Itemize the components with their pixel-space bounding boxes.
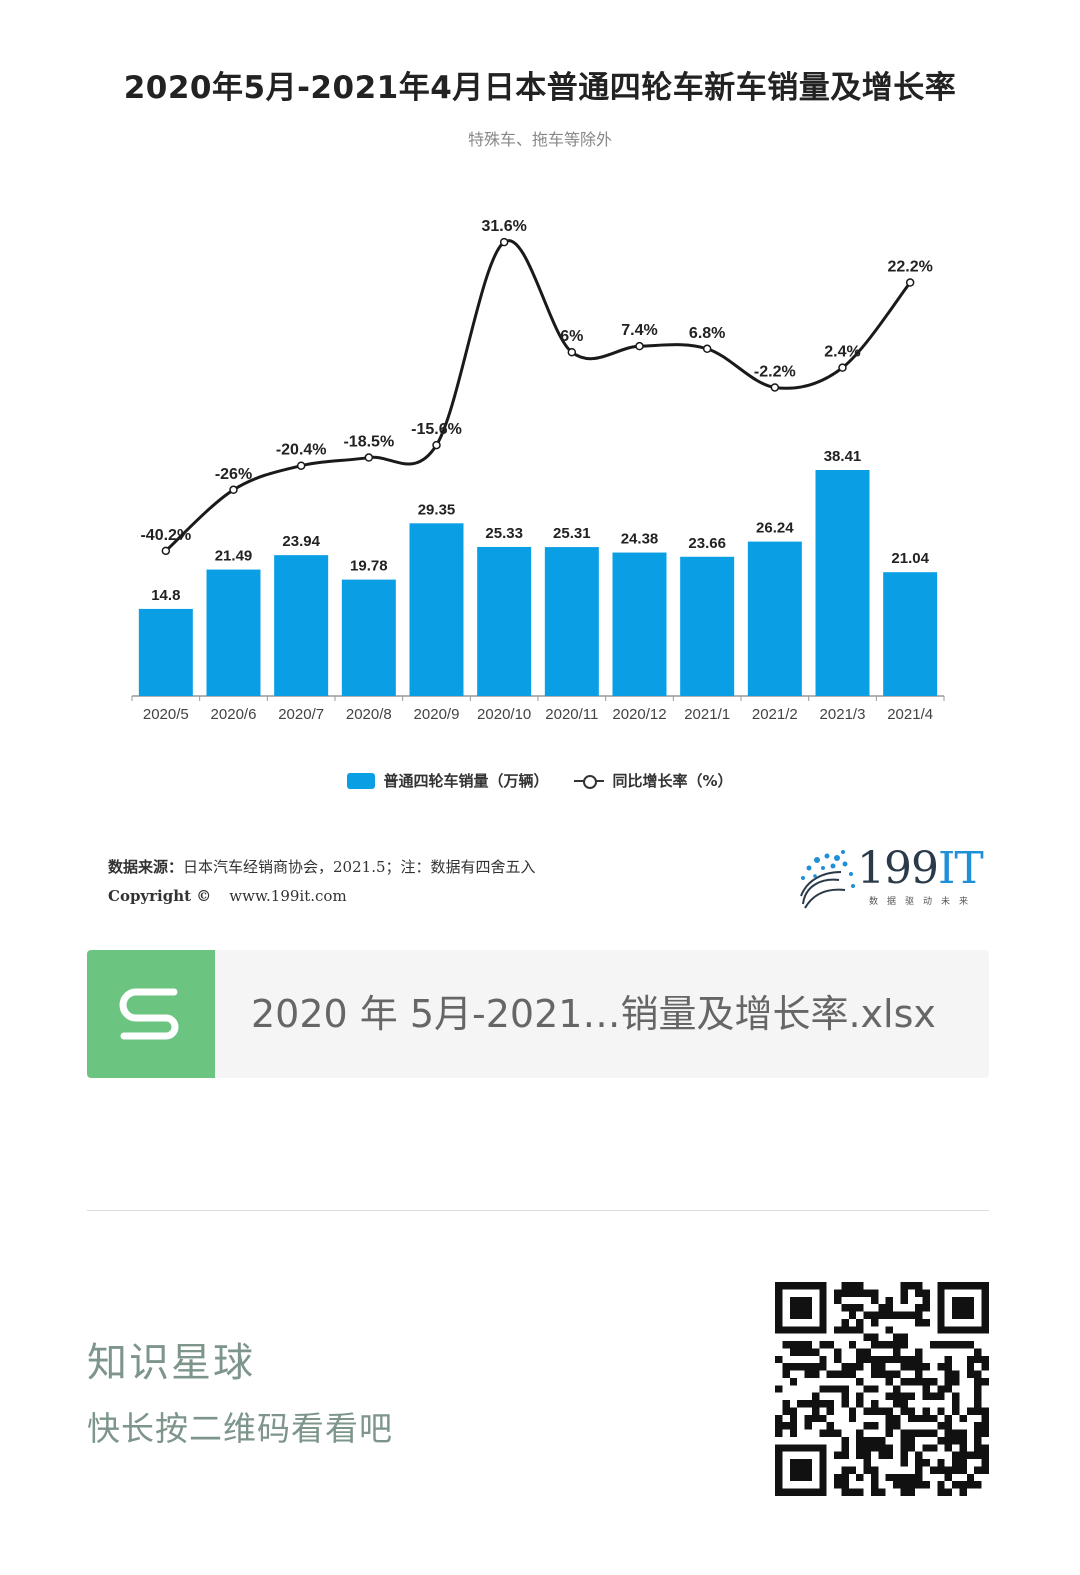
growth-point-2020/10 bbox=[499, 237, 509, 247]
growth-value-label: -18.5% bbox=[343, 434, 394, 451]
source-block: 数据来源：日本汽车经销商协会，2021.5；注：数据有四舍五入 Copyrigh… bbox=[108, 856, 536, 905]
growth-point-2020/6 bbox=[229, 485, 238, 495]
bar-2020/6 bbox=[206, 569, 261, 696]
growth-value-label: -20.4% bbox=[276, 442, 327, 459]
source-text: 日本汽车经销商协会，2021.5；注：数据有四舍五入 bbox=[183, 858, 536, 876]
bar-value-label: 19.78 bbox=[350, 558, 388, 575]
bar-2020/11 bbox=[544, 547, 599, 696]
growth-value-label: -2.2% bbox=[754, 363, 796, 380]
growth-value-label: -15.6% bbox=[411, 421, 462, 438]
bar-2020/7 bbox=[274, 555, 329, 696]
bar-value-label: 21.49 bbox=[215, 548, 253, 565]
growth-point-2021/2 bbox=[770, 383, 780, 392]
brand-name: 199IT bbox=[857, 843, 984, 894]
source-label: 数据来源： bbox=[108, 858, 184, 876]
x-tick-label: 2020/7 bbox=[278, 706, 324, 723]
bar-2020/10 bbox=[477, 546, 532, 696]
x-tick-label: 2020/6 bbox=[211, 706, 257, 723]
bar-2021/1 bbox=[680, 556, 735, 696]
legend-label-growth: 同比增长率（%） bbox=[612, 772, 733, 790]
copyright-line: Copyright © www.199it.com bbox=[108, 887, 536, 905]
growth-point-2021/1 bbox=[702, 344, 712, 354]
x-tick-label: 2020/12 bbox=[612, 706, 666, 723]
chart-plot: 14.8 2020/5 21.49 2020/6 23.94 2020/7 19.78 202… bbox=[131, 218, 945, 723]
brand-dots-icon bbox=[800, 850, 855, 909]
legend-label-sales: 普通四轮车销量（万辆） bbox=[383, 772, 549, 790]
growth-value-label: 2.4% bbox=[824, 344, 860, 361]
x-tick-label: 2020/5 bbox=[143, 706, 189, 723]
bar-2021/2 bbox=[747, 541, 802, 696]
bar-2020/12 bbox=[612, 552, 667, 696]
chart-card: 2020年5月-2021年4月日本普通四轮车新车销量及增长率 特殊车、拖车等除外… bbox=[0, 70, 1080, 912]
growth-rate-line bbox=[164, 239, 912, 552]
bar-value-label: 14.8 bbox=[151, 587, 180, 604]
growth-point-2020/9 bbox=[432, 440, 441, 450]
bar-value-label: 25.33 bbox=[485, 525, 523, 542]
bar-2020/5 bbox=[138, 608, 193, 696]
growth-point-2020/7 bbox=[296, 461, 306, 470]
growth-value-label: 6% bbox=[560, 328, 583, 345]
growth-value-label: 7.4% bbox=[621, 322, 657, 339]
bar-2020/8 bbox=[341, 579, 396, 696]
growth-point-2020/11 bbox=[567, 347, 577, 357]
x-tick-label: 2021/2 bbox=[752, 706, 798, 723]
bar-value-label: 25.31 bbox=[553, 525, 591, 542]
brand-slogan: 数据驱动未来 bbox=[869, 897, 978, 907]
growth-point-2020/8 bbox=[364, 453, 374, 462]
growth-point-2021/4 bbox=[905, 278, 915, 287]
chart-legend: 普通四轮车销量（万辆） 同比增长率（%） bbox=[0, 770, 1080, 791]
promo-subtitle: 快长按二维码看看吧 bbox=[87, 1409, 393, 1448]
source-line: 数据来源：日本汽车经销商协会，2021.5；注：数据有四舍五入 bbox=[108, 856, 536, 877]
x-tick-label: 2021/3 bbox=[820, 706, 866, 723]
x-tick-label: 2020/9 bbox=[414, 706, 460, 723]
growth-value-label: 22.2% bbox=[887, 259, 932, 276]
x-tick-label: 2020/11 bbox=[545, 706, 598, 723]
copyright-url[interactable]: www.199it.com bbox=[229, 887, 347, 905]
divider bbox=[87, 1210, 989, 1211]
growth-point-2020/12 bbox=[635, 341, 644, 351]
bar-value-label: 23.66 bbox=[688, 535, 726, 552]
chart-subtitle: 特殊车、拖车等除外 bbox=[467, 130, 612, 149]
bar-2021/4 bbox=[883, 572, 938, 696]
bar-value-label: 29.35 bbox=[418, 501, 456, 518]
bar-2021/3 bbox=[815, 470, 870, 696]
growth-value-label: -40.2% bbox=[140, 527, 191, 544]
promo-title: 知识星球 bbox=[87, 1340, 255, 1386]
legend-item-sales: 普通四轮车销量（万辆） bbox=[347, 770, 548, 791]
chart-title: 2020年5月-2021年4月日本普通四轮车新车销量及增长率 bbox=[123, 70, 957, 106]
brand-name-number: 199 bbox=[857, 843, 939, 894]
qr-code[interactable] bbox=[775, 1282, 989, 1496]
growth-value-label: 31.6% bbox=[481, 218, 526, 235]
bar-value-label: 38.41 bbox=[824, 448, 862, 465]
x-tick-label: 2021/1 bbox=[684, 706, 730, 723]
growth-value-label: 6.8% bbox=[689, 325, 725, 342]
x-tick-label: 2020/10 bbox=[477, 706, 531, 723]
file-attachment-card[interactable]: 2020 年 5月-2021…销量及增长率.xlsx bbox=[87, 950, 989, 1078]
copyright-label: Copyright © bbox=[108, 887, 212, 905]
growth-point-2021/3 bbox=[838, 363, 847, 372]
x-tick-label: 2020/8 bbox=[346, 706, 392, 723]
brand-logo: 199IT 数据驱动未来 bbox=[795, 843, 984, 912]
spreadsheet-s-icon bbox=[87, 950, 215, 1078]
bar-value-label: 26.24 bbox=[756, 520, 794, 537]
legend-swatch-bar bbox=[347, 772, 376, 789]
growth-point-2020/5 bbox=[161, 546, 171, 556]
bar-value-label: 23.94 bbox=[282, 533, 320, 550]
legend-swatch-line bbox=[574, 773, 605, 789]
bar-value-label: 24.38 bbox=[621, 531, 659, 548]
legend-item-growth: 同比增长率（%） bbox=[574, 770, 733, 791]
file-name: 2020 年 5月-2021…销量及增长率.xlsx bbox=[251, 992, 936, 1036]
growth-value-label: -26% bbox=[215, 466, 252, 483]
bar-2020/9 bbox=[409, 523, 464, 696]
brand-name-letters: IT bbox=[937, 843, 984, 894]
bar-value-label: 21.04 bbox=[891, 550, 929, 567]
x-tick-label: 2021/4 bbox=[887, 706, 933, 723]
